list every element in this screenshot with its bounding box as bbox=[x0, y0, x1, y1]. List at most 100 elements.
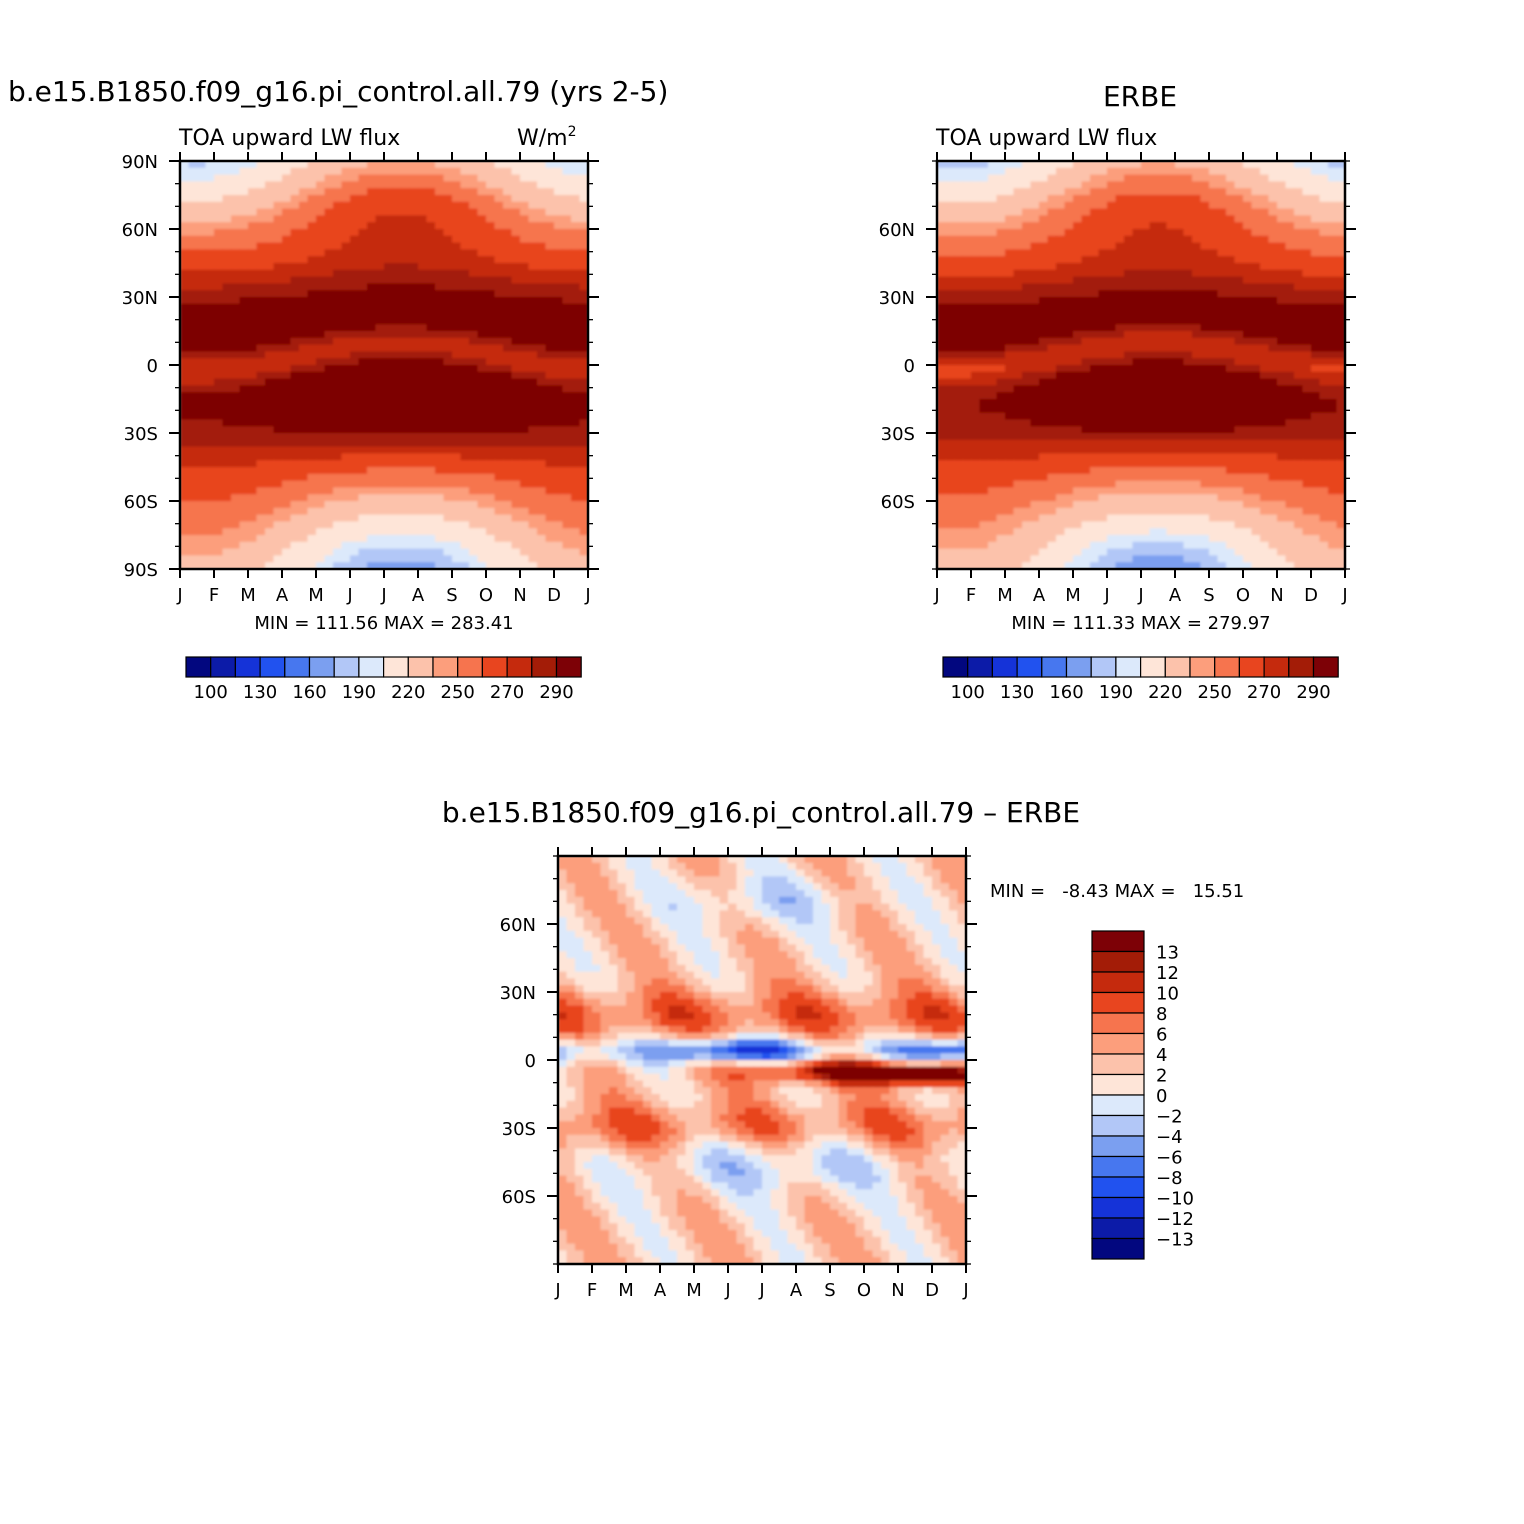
field-cell bbox=[1064, 351, 1074, 359]
field-cell bbox=[537, 412, 547, 420]
field-cell bbox=[469, 426, 479, 434]
field-cell bbox=[180, 195, 190, 203]
field-cell bbox=[1336, 242, 1345, 250]
field-cell bbox=[528, 378, 538, 386]
field-cell bbox=[1124, 297, 1134, 305]
field-cell bbox=[945, 208, 955, 216]
field-cell bbox=[1260, 344, 1270, 352]
field-cell bbox=[996, 290, 1006, 298]
field-cell bbox=[1056, 412, 1066, 420]
field-cell bbox=[188, 290, 198, 298]
field-cell bbox=[545, 235, 555, 244]
field-cell bbox=[401, 501, 411, 509]
field-cell bbox=[460, 208, 470, 216]
field-cell bbox=[324, 507, 334, 516]
field-cell bbox=[1124, 378, 1134, 386]
field-cell bbox=[571, 426, 581, 434]
field-cell bbox=[1251, 229, 1261, 237]
field-cell bbox=[545, 297, 555, 305]
field-cell bbox=[1073, 365, 1083, 373]
field-cell bbox=[1200, 283, 1210, 291]
field-cell bbox=[1336, 174, 1345, 182]
field-cell bbox=[554, 297, 564, 305]
field-cell bbox=[401, 331, 411, 339]
field-cell bbox=[265, 433, 275, 441]
field-cell bbox=[988, 351, 998, 359]
field-cell bbox=[494, 473, 504, 482]
field-cell bbox=[248, 195, 258, 203]
field-cell bbox=[1047, 208, 1057, 216]
field-cell bbox=[937, 399, 947, 407]
field-cell bbox=[401, 242, 411, 250]
field-cell bbox=[409, 371, 419, 380]
field-cell bbox=[1319, 331, 1329, 339]
field-cell bbox=[409, 317, 419, 325]
field-cell bbox=[1158, 331, 1168, 339]
field-cell bbox=[477, 460, 487, 468]
field-cell bbox=[460, 235, 470, 244]
x-tick-label: N bbox=[513, 585, 526, 606]
field-cell bbox=[1056, 195, 1066, 203]
field-cell bbox=[979, 405, 989, 414]
field-cell bbox=[1183, 235, 1193, 244]
field-cell bbox=[180, 290, 190, 298]
field-cell bbox=[1226, 392, 1236, 400]
field-cell bbox=[545, 249, 555, 257]
field-cell bbox=[511, 439, 521, 448]
field-cell bbox=[1158, 419, 1168, 427]
field-cell bbox=[222, 426, 232, 434]
field-cell bbox=[273, 337, 283, 346]
field-cell bbox=[1294, 399, 1304, 407]
field-cell bbox=[520, 256, 530, 264]
field-cell bbox=[1226, 331, 1236, 339]
field-cell bbox=[358, 276, 368, 284]
field-cell bbox=[979, 242, 989, 250]
field-cell bbox=[256, 242, 266, 250]
field-cell bbox=[1175, 399, 1185, 407]
field-cell bbox=[358, 521, 368, 529]
field-cell bbox=[1166, 412, 1176, 420]
field-cell bbox=[503, 535, 513, 543]
field-cell bbox=[460, 507, 470, 516]
field-cell bbox=[1047, 324, 1057, 332]
field-cell bbox=[367, 181, 377, 189]
field-cell bbox=[418, 371, 428, 380]
field-cell bbox=[231, 460, 241, 468]
field-cell bbox=[1115, 167, 1125, 176]
x-tick-label: M bbox=[308, 585, 324, 606]
field-cell bbox=[477, 541, 487, 550]
field-cell bbox=[503, 263, 513, 271]
field-cell bbox=[443, 467, 453, 475]
field-cell bbox=[1302, 235, 1312, 244]
field-cell bbox=[1005, 201, 1015, 210]
field-cell bbox=[316, 528, 326, 536]
field-cell bbox=[409, 310, 419, 318]
field-cell bbox=[1132, 215, 1142, 223]
field-cell bbox=[231, 208, 241, 216]
field-cell bbox=[350, 371, 360, 380]
field-cell bbox=[996, 324, 1006, 332]
field-cell bbox=[962, 201, 972, 210]
field-cell bbox=[494, 235, 504, 244]
field-cell bbox=[528, 385, 538, 393]
field-cell bbox=[1243, 283, 1253, 291]
field-cell bbox=[316, 222, 326, 230]
field-cell bbox=[299, 460, 309, 468]
field-cell bbox=[350, 412, 360, 420]
field-cell bbox=[282, 310, 292, 318]
field-cell bbox=[1226, 229, 1236, 237]
field-cell bbox=[418, 263, 428, 271]
field-cell bbox=[435, 453, 445, 461]
field-cell bbox=[1217, 433, 1227, 441]
field-cell bbox=[443, 222, 453, 230]
field-cell bbox=[979, 426, 989, 434]
field-cell bbox=[511, 208, 521, 216]
field-cell bbox=[307, 290, 317, 298]
field-cell bbox=[1039, 229, 1049, 237]
field-cell bbox=[1030, 310, 1040, 318]
field-cell bbox=[180, 446, 190, 454]
field-cell bbox=[273, 555, 283, 563]
field-cell bbox=[1319, 324, 1329, 332]
field-cell bbox=[299, 548, 309, 556]
field-cell bbox=[1302, 358, 1312, 366]
